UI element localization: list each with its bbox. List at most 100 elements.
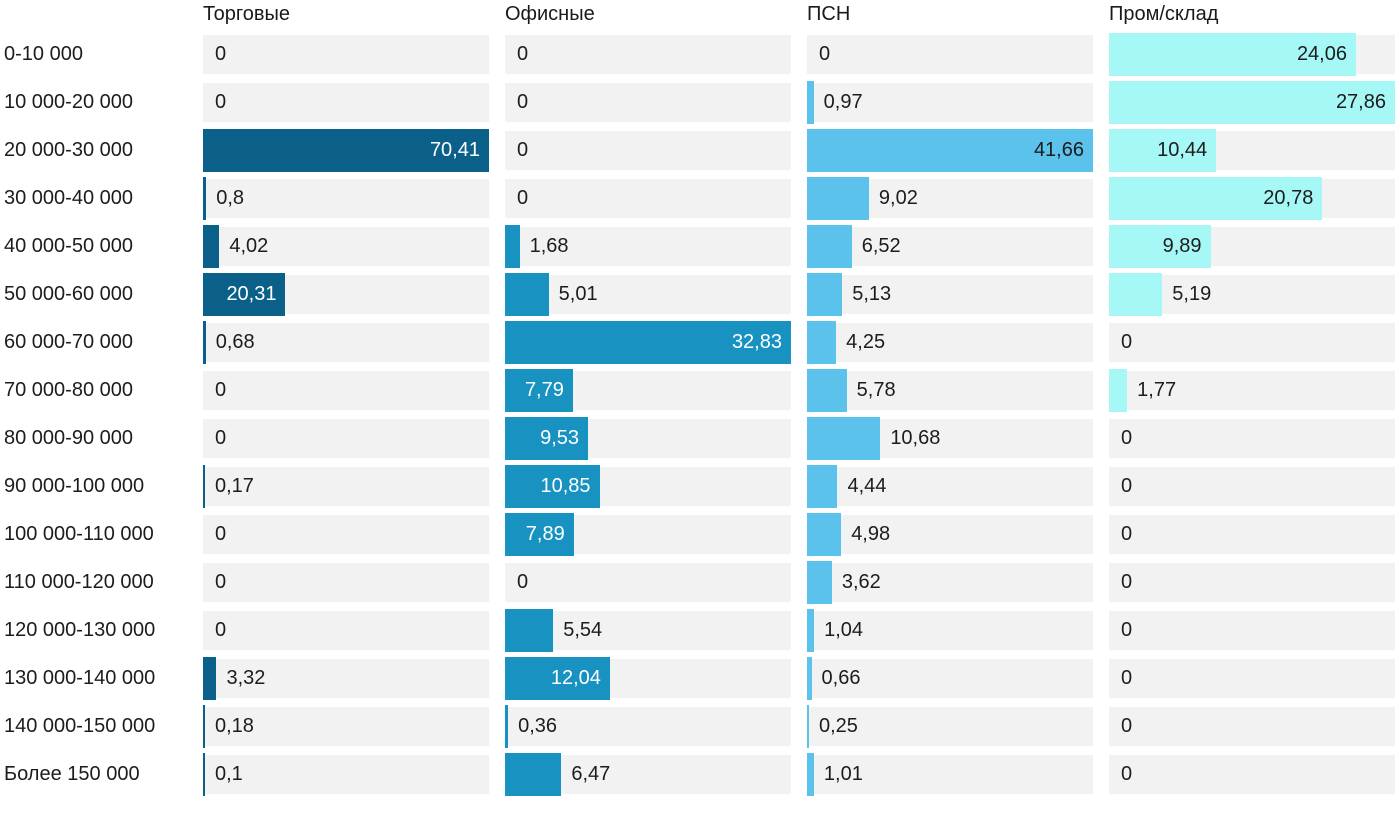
bar: [1109, 225, 1211, 268]
bar: [1109, 81, 1395, 124]
price-range-bar-chart: Торговые Офисные ПСН Пром/склад 0-10 000…: [4, 2, 1395, 796]
value-label: 10,44: [1157, 139, 1208, 161]
bar: [203, 321, 206, 364]
value-label: 4,44: [847, 475, 887, 497]
bar: [505, 657, 610, 700]
row-label: 110 000-120 000: [4, 571, 154, 593]
bar-track: 0,8: [203, 177, 489, 220]
bar-track: 4,25: [807, 321, 1093, 364]
bar-track: 0: [505, 83, 791, 122]
value-label: 9,02: [878, 187, 918, 209]
value-label: 32,83: [731, 331, 782, 353]
bar-track: 5,78: [807, 369, 1093, 412]
bar-track: 0: [1109, 707, 1395, 746]
bar-track: 0,25: [807, 705, 1093, 748]
bar: [505, 273, 549, 316]
bar-track: 9,02: [807, 177, 1093, 220]
bar: [807, 321, 837, 364]
bar-track: 12,04: [505, 657, 791, 700]
chart-row: 130 000-140 000 3,32 12,04 0,66 0: [4, 657, 1395, 700]
value-label: 4,98: [851, 523, 891, 545]
row-label: 60 000-70 000: [4, 331, 134, 353]
bar: [1109, 33, 1356, 76]
value-label: 0: [1121, 619, 1133, 641]
bar-track: 0: [1109, 323, 1395, 362]
bar: [505, 609, 554, 652]
bar-track: 41,66: [807, 129, 1093, 172]
value-label: 0: [1121, 763, 1133, 785]
value-label: 0: [215, 43, 227, 65]
value-label: 0: [215, 379, 227, 401]
bar: [807, 273, 843, 316]
bar-track: 9,53: [505, 417, 791, 460]
value-label: 24,06: [1296, 43, 1347, 65]
chart-row: 110 000-120 000 0 0 3,62 0: [4, 561, 1395, 604]
chart-row: 50 000-60 000 20,31 5,01 5,13 5,19: [4, 273, 1395, 316]
value-label: 9,53: [540, 427, 580, 449]
value-label: 0: [517, 187, 529, 209]
value-label: 0,68: [215, 331, 255, 353]
bar-track: 0,36: [505, 705, 791, 748]
bar-track: 0: [203, 563, 489, 602]
bar: [807, 369, 847, 412]
chart-row: 80 000-90 000 0 9,53 10,68 0: [4, 417, 1395, 460]
bar: [203, 465, 205, 508]
bar-track: 0,68: [203, 321, 489, 364]
bar-track: 0: [1109, 563, 1395, 602]
chart-row: 70 000-80 000 0 7,79 5,78 1,77: [4, 369, 1395, 412]
value-label: 0,36: [518, 715, 558, 737]
column-headers-row: Торговые Офисные ПСН Пром/склад: [4, 2, 1395, 26]
chart-rows: 0-10 000 0 0 0 24,06 10 000-20 000 0 0 0,97 27,86…: [4, 33, 1395, 796]
bar: [203, 129, 489, 172]
bar: [203, 753, 205, 796]
bar-track: 10,68: [807, 417, 1093, 460]
bar-track: 0: [1109, 611, 1395, 650]
value-label: 3,32: [226, 667, 266, 689]
value-label: 4,25: [846, 331, 886, 353]
bar: [1109, 177, 1323, 220]
bar-track: 24,06: [1109, 33, 1395, 76]
bar: [807, 177, 869, 220]
bar-track: 0: [203, 35, 489, 74]
value-label: 7,89: [525, 523, 565, 545]
row-label: 130 000-140 000: [4, 667, 156, 689]
chart-row: 10 000-20 000 0 0 0,97 27,86: [4, 81, 1395, 124]
value-label: 0: [1121, 571, 1133, 593]
bar-track: 0: [203, 515, 489, 554]
value-label: 0: [1121, 427, 1133, 449]
row-label: 50 000-60 000: [4, 283, 134, 305]
bar-track: 7,79: [505, 369, 791, 412]
row-label: 70 000-80 000: [4, 379, 134, 401]
value-label: 0: [517, 43, 529, 65]
bar-track: 0: [1109, 467, 1395, 506]
chart-row: 20 000-30 000 70,41 0 41,66 10,44: [4, 129, 1395, 172]
row-label: Более 150 000: [4, 763, 140, 785]
bar-track: 27,86: [1109, 81, 1395, 124]
bar: [505, 513, 574, 556]
value-label: 6,52: [861, 235, 901, 257]
value-label: 10,68: [890, 427, 941, 449]
column-header-prom-sklad: Пром/склад: [1109, 3, 1219, 25]
row-label: 20 000-30 000: [4, 139, 134, 161]
bar: [203, 273, 286, 316]
bar: [203, 225, 220, 268]
value-label: 20,31: [226, 283, 277, 305]
value-label: 0: [215, 619, 227, 641]
bar: [807, 417, 881, 460]
value-label: 0,97: [823, 91, 863, 113]
bar: [505, 369, 573, 412]
value-label: 0: [517, 571, 529, 593]
value-label: 0: [1121, 475, 1133, 497]
bar: [505, 225, 520, 268]
value-label: 0: [1121, 523, 1133, 545]
bar: [505, 417, 589, 460]
bar: [1109, 369, 1128, 412]
value-label: 0: [517, 91, 529, 113]
value-label: 9,89: [1162, 235, 1202, 257]
value-label: 0,1: [215, 763, 243, 785]
chart-row: 120 000-130 000 0 5,54 1,04 0: [4, 609, 1395, 652]
bar-track: 0,1: [203, 753, 489, 796]
bar-track: 0: [1109, 515, 1395, 554]
value-label: 0,17: [215, 475, 254, 497]
value-label: 0: [1121, 715, 1133, 737]
